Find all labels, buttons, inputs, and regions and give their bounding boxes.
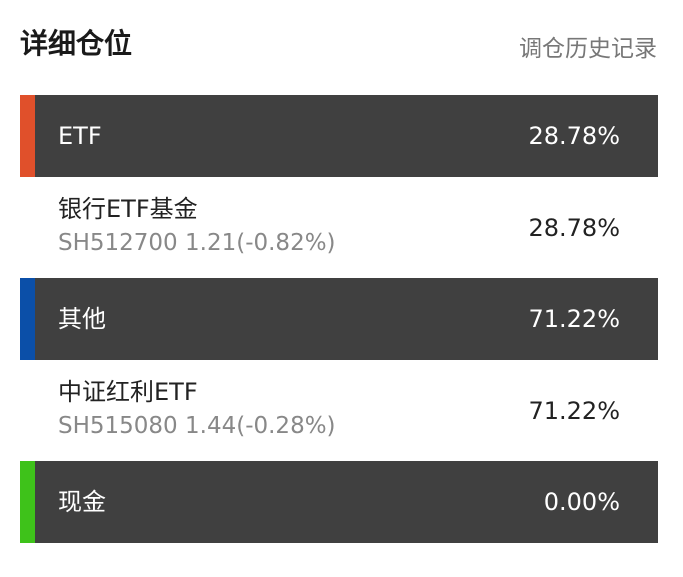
holding-percent: 71.22% <box>528 397 620 425</box>
title: 详细仓位 <box>20 27 133 60</box>
group-color-stripe <box>20 95 35 177</box>
group-percent: 71.22% <box>528 305 620 333</box>
holding-detail: SH515080 1.44(-0.28%) <box>58 413 336 439</box>
history-link[interactable]: 调仓历史记录 <box>519 36 657 62</box>
group-name: ETF <box>58 122 102 150</box>
group-color-stripe <box>20 278 35 360</box>
holding-name: 银行ETF基金 <box>58 195 198 223</box>
group-row: 现金 0.00% <box>20 461 658 543</box>
group-name: 其他 <box>58 305 106 333</box>
holding-row[interactable]: 银行ETF基金 SH512700 1.21(-0.82%) 28.78% <box>20 177 658 278</box>
group-name: 现金 <box>58 488 106 516</box>
group-percent: 0.00% <box>543 488 620 516</box>
holding-percent: 28.78% <box>528 214 620 242</box>
group-row: ETF 28.78% <box>20 95 658 177</box>
holding-name: 中证红利ETF <box>58 378 198 406</box>
holding-detail: SH512700 1.21(-0.82%) <box>58 230 336 256</box>
holdings-list: ETF 28.78% 银行ETF基金 SH512700 1.21(-0.82%) 28.… <box>20 95 658 543</box>
group-color-stripe <box>20 461 35 543</box>
group-percent: 28.78% <box>528 122 620 150</box>
group-row: 其他 71.22% <box>20 278 658 360</box>
holding-row[interactable]: 中证红利ETF SH515080 1.44(-0.28%) 71.22% <box>20 360 658 461</box>
